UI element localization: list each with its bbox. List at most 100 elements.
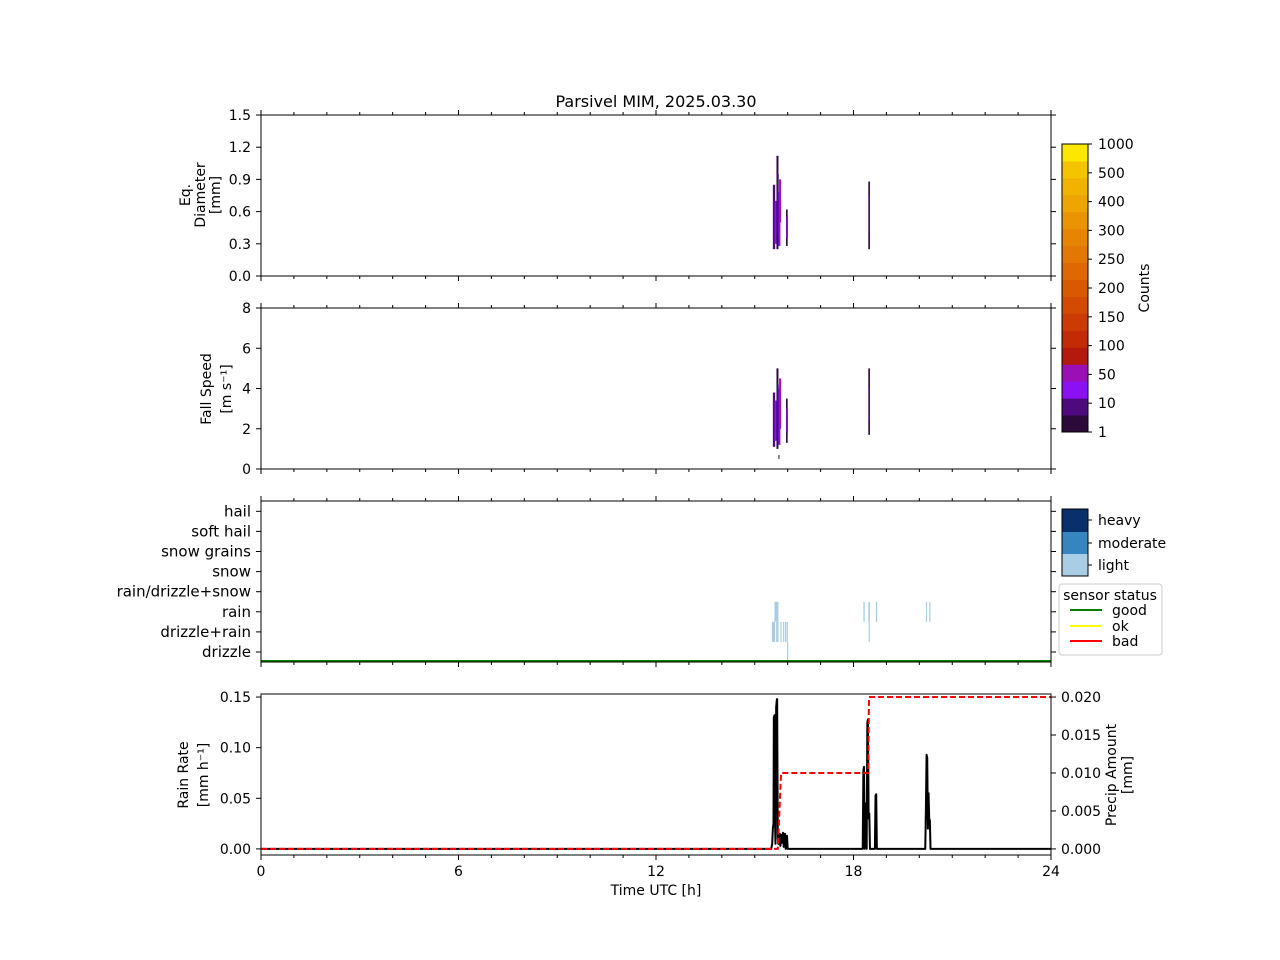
heatmap-cell: [786, 408, 788, 433]
weather-bar: [875, 601, 878, 622]
heatmap-cell: [777, 174, 779, 234]
category-label: snow grains: [161, 543, 251, 561]
y2-tick-label: 0.020: [1061, 690, 1101, 706]
fall-speed-cells: [772, 368, 870, 459]
counts-colorbar-segment: [1062, 245, 1088, 264]
rain-x-ticks: 0 6 12 18 24: [257, 855, 1060, 880]
y-tick-label: 0.15: [220, 690, 251, 706]
counts-colorbar-tick-label: 1: [1098, 425, 1107, 441]
legend-title: sensor status: [1063, 588, 1157, 604]
counts-colorbar-segment: [1062, 194, 1088, 213]
rain-rate-line: [261, 698, 1051, 850]
fall-speed-panel: 0 2 4 6 8 Fall Speed [m s⁻¹]: [199, 301, 1056, 478]
rain-panel: 0.000.050.100.15 0.0000.0050.0100.0150.0…: [176, 690, 1136, 880]
intensity-heavy-swatch: [1062, 509, 1088, 532]
counts-colorbar-segment: [1062, 177, 1088, 196]
precip-amount-y-label-line1: Precip Amount: [1104, 723, 1120, 826]
intensity-colorbar: heavy moderate light: [1061, 508, 1166, 577]
intensity-label-heavy: heavy: [1098, 513, 1141, 529]
counts-colorbar-segment: [1062, 211, 1088, 230]
sensor-status-legend: sensor status good ok bad: [1058, 583, 1163, 656]
legend-box: [1058, 583, 1163, 656]
y-tick-label: 0.0: [229, 269, 251, 285]
category-label: snow: [212, 563, 251, 581]
weather-bar: [929, 601, 931, 622]
precip-amount-line: [261, 696, 1051, 850]
fall-speed-x-ticks: [260, 303, 1052, 474]
counts-colorbar-label: Counts: [1137, 264, 1153, 313]
y2-tick-label: 0.015: [1061, 728, 1101, 744]
counts-colorbar-segment: [1062, 144, 1088, 162]
y2-tick-label: 0.005: [1061, 804, 1101, 820]
weather-panel: drizzle drizzle+rain rain rain/drizzle+snow…: [117, 496, 1056, 667]
y-tick-label: 0.10: [220, 741, 251, 757]
counts-colorbar-segment: [1062, 262, 1088, 281]
weather-category-ticks: drizzle drizzle+rain rain rain/drizzle+snow…: [117, 502, 1056, 661]
counts-colorbar-segment: [1062, 160, 1088, 179]
intensity-label-moderate: moderate: [1098, 536, 1166, 552]
weather-bar: [776, 621, 779, 642]
counts-colorbar-segment: [1062, 381, 1088, 399]
heatmap-cell: [772, 184, 776, 250]
x-tick-label: 24: [1042, 864, 1060, 880]
counts-colorbar-segment: [1062, 313, 1088, 331]
diameter-y-label-line2: Diameter: [193, 162, 209, 228]
y-tick-label: 0.3: [229, 237, 251, 253]
counts-colorbar-segment: [1062, 398, 1088, 416]
weather-bar: [783, 621, 785, 642]
fall-speed-y-ticks: 0 2 4 6 8: [242, 301, 1056, 478]
counts-colorbar: 1 10 50 100 150 200 250 300 400 500 1000 Counts: [1061, 137, 1153, 441]
y-tick-label: 1.5: [229, 108, 251, 124]
fall-speed-y-label-line2: [m s⁻¹]: [219, 364, 235, 413]
rain-rate-y-label-line2: [mm h⁻¹]: [196, 743, 212, 808]
counts-colorbar-tick-label: 400: [1098, 195, 1125, 211]
y-tick-label: 1.2: [229, 140, 251, 156]
counts-colorbar-tick-label: 200: [1098, 281, 1125, 297]
counts-colorbar-segment: [1062, 228, 1088, 247]
y-tick-label: 0.00: [220, 842, 251, 858]
diameter-y-label-line3: [mm]: [208, 176, 224, 214]
counts-colorbar-segment: [1062, 347, 1088, 365]
diameter-panel: 0.0 0.3 0.6 0.9 1.2 1.5 Eq. Diameter [mm]: [178, 108, 1056, 285]
counts-colorbar-ticks: 1 10 50 100 150 200 250 300 400 500 1000: [1088, 137, 1134, 441]
legend-label-ok: ok: [1112, 619, 1130, 635]
counts-colorbar-segment: [1062, 279, 1088, 297]
category-label: drizzle: [202, 643, 251, 661]
counts-colorbar-tick-label: 150: [1098, 310, 1125, 326]
counts-colorbar-tick-label: 10: [1098, 396, 1116, 412]
precip-amount-y-label-line2: [mm]: [1120, 756, 1136, 794]
x-tick-label: 0: [257, 864, 266, 880]
heatmap-cell: [786, 216, 788, 239]
y2-tick-label: 0.000: [1061, 842, 1101, 858]
category-label: hail: [224, 502, 251, 520]
weather-bar: [925, 601, 928, 622]
counts-colorbar-segment: [1062, 364, 1088, 382]
y2-tick-label: 0.010: [1061, 766, 1101, 782]
y-tick-label: 2: [242, 422, 251, 438]
counts-colorbar-tick-label: 50: [1098, 367, 1116, 383]
category-label: rain: [222, 603, 251, 621]
counts-colorbar-segment: [1062, 330, 1088, 348]
weather-bar: [787, 642, 789, 662]
x-axis-label: Time UTC [h]: [610, 883, 702, 899]
heatmap-cell: [779, 179, 782, 223]
chart-title: Parsivel MIM, 2025.03.30: [555, 92, 756, 111]
weather-bar: [780, 621, 782, 642]
weather-bar: [785, 621, 787, 642]
x-tick-label: 6: [454, 864, 463, 880]
heatmap-cell: [778, 454, 780, 459]
x-tick-label: 18: [845, 864, 863, 880]
counts-colorbar-tick-label: 100: [1098, 339, 1125, 355]
counts-colorbar-tick-label: 500: [1098, 166, 1125, 182]
heatmap-cell: [777, 384, 779, 439]
diameter-cells: [772, 155, 870, 250]
intensity-light-swatch: [1062, 554, 1088, 576]
counts-colorbar-segment: [1062, 296, 1088, 314]
weather-bar: [868, 621, 870, 642]
diameter-y-ticks: 0.0 0.3 0.6 0.9 1.2 1.5: [229, 108, 1056, 285]
category-label: rain/drizzle+snow: [117, 583, 251, 601]
weather-bar: [786, 621, 788, 642]
y-tick-label: 0.6: [229, 205, 251, 221]
intensity-moderate-swatch: [1062, 532, 1088, 554]
counts-colorbar-tick-label: 300: [1098, 223, 1125, 239]
